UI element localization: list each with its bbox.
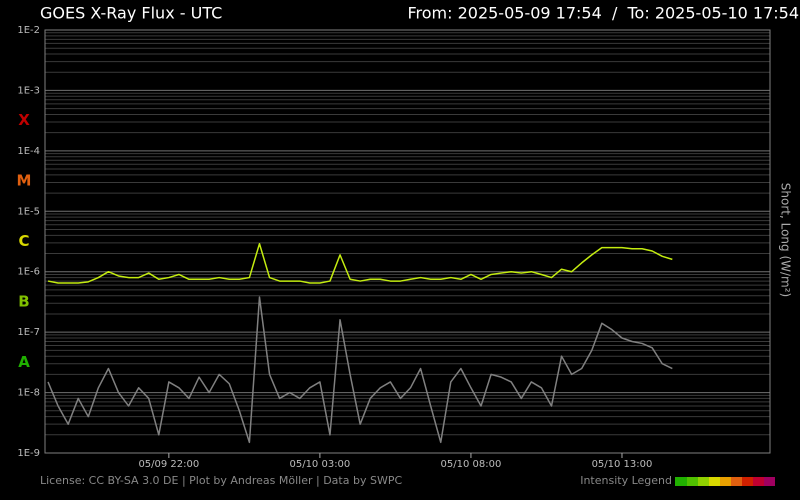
plot-border <box>44 29 771 454</box>
y-tick-label: 1E-5 <box>17 206 40 217</box>
flare-class-label: C <box>18 232 29 250</box>
chart-subtitle: From: 2025-05-09 17:54 / To: 2025-05-10 … <box>407 4 799 23</box>
footer: License: CC BY-SA 3.0 DE | Plot by Andre… <box>40 474 402 487</box>
flare-class-label: M <box>17 172 32 190</box>
x-tick-label: 05/09 22:00 <box>138 459 199 470</box>
legend-swatch <box>742 477 753 486</box>
legend-swatch <box>675 477 687 486</box>
y-tick-label: 1E-8 <box>17 388 40 399</box>
legend-swatch <box>753 477 764 486</box>
y-tick-label: 1E-2 <box>17 25 40 36</box>
y-tick-label: 1E-9 <box>17 448 40 459</box>
series-line <box>47 243 673 284</box>
flare-class-label: X <box>18 111 30 129</box>
y-tick-label: 1E-3 <box>17 85 40 96</box>
legend-swatch <box>709 477 720 486</box>
legend-swatch <box>731 477 742 486</box>
flare-class-label: B <box>18 292 29 310</box>
chart-title: GOES X-Ray Flux - UTC <box>40 4 222 23</box>
y-tick-label: 1E-7 <box>17 327 40 338</box>
legend-swatch <box>764 477 775 486</box>
legend-label: Intensity Legend <box>580 474 672 487</box>
legend-swatch <box>720 477 731 486</box>
y-tick-label: 1E-6 <box>17 267 40 278</box>
legend-swatch <box>687 477 698 486</box>
series-line <box>47 296 673 444</box>
x-tick-label: 05/10 13:00 <box>592 459 653 470</box>
y-axis-label: Short, Long (W/m²) <box>779 183 793 297</box>
x-tick-label: 05/10 03:00 <box>289 459 350 470</box>
flare-class-label: A <box>18 353 30 371</box>
intensity-legend-bar <box>675 477 775 486</box>
x-tick-label: 05/10 08:00 <box>441 459 502 470</box>
legend-swatch <box>698 477 709 486</box>
y-tick-label: 1E-4 <box>17 146 40 157</box>
